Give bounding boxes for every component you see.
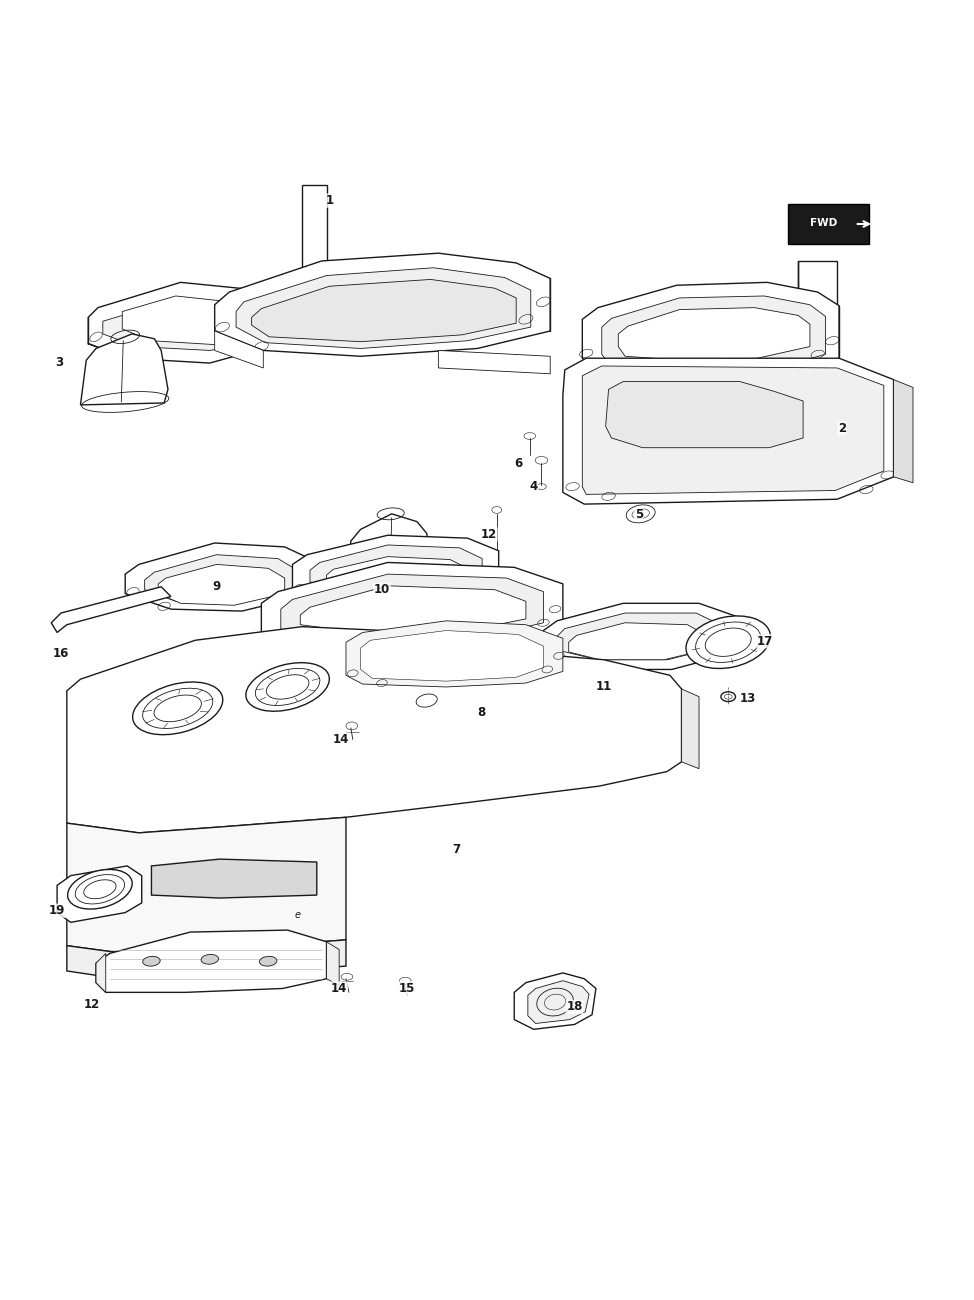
Polygon shape <box>214 332 263 368</box>
Polygon shape <box>236 268 531 348</box>
Polygon shape <box>158 564 284 606</box>
Polygon shape <box>151 859 317 898</box>
Polygon shape <box>528 980 589 1023</box>
Polygon shape <box>67 627 682 833</box>
Text: 3: 3 <box>55 356 63 369</box>
Polygon shape <box>326 941 339 985</box>
Ellipse shape <box>132 682 223 734</box>
Ellipse shape <box>245 663 329 711</box>
Polygon shape <box>438 351 550 374</box>
Polygon shape <box>582 367 883 494</box>
Polygon shape <box>346 621 563 686</box>
Polygon shape <box>261 563 563 650</box>
Text: e: e <box>294 910 300 919</box>
Text: 9: 9 <box>212 580 221 593</box>
Polygon shape <box>606 382 804 447</box>
Polygon shape <box>281 575 543 641</box>
Text: 5: 5 <box>635 508 643 521</box>
Text: 13: 13 <box>739 692 756 705</box>
Ellipse shape <box>67 870 132 909</box>
Polygon shape <box>96 930 326 992</box>
Text: 1: 1 <box>325 194 333 207</box>
Text: 14: 14 <box>331 982 348 994</box>
Polygon shape <box>557 614 721 659</box>
Polygon shape <box>52 586 170 633</box>
Ellipse shape <box>201 954 218 965</box>
Polygon shape <box>67 818 346 956</box>
Polygon shape <box>96 953 106 992</box>
Ellipse shape <box>259 957 277 966</box>
Polygon shape <box>326 556 468 594</box>
Text: 7: 7 <box>452 842 460 855</box>
Polygon shape <box>893 380 913 482</box>
Polygon shape <box>302 185 326 348</box>
Text: FWD: FWD <box>810 218 838 227</box>
Polygon shape <box>57 866 142 922</box>
Polygon shape <box>89 282 297 363</box>
Polygon shape <box>514 972 596 1030</box>
Text: 6: 6 <box>514 456 522 469</box>
Text: 17: 17 <box>757 634 773 647</box>
Text: 8: 8 <box>477 706 485 719</box>
Text: 18: 18 <box>566 1001 582 1014</box>
Ellipse shape <box>686 616 770 668</box>
Polygon shape <box>103 298 280 351</box>
Polygon shape <box>67 940 346 982</box>
Polygon shape <box>563 359 893 504</box>
Polygon shape <box>214 254 550 356</box>
Polygon shape <box>123 296 268 345</box>
Polygon shape <box>251 280 516 342</box>
Polygon shape <box>543 603 738 670</box>
Polygon shape <box>360 630 543 681</box>
Polygon shape <box>569 623 705 659</box>
Text: 19: 19 <box>49 905 65 918</box>
Text: 15: 15 <box>399 982 416 994</box>
Ellipse shape <box>721 692 735 702</box>
Ellipse shape <box>143 957 160 966</box>
Polygon shape <box>682 689 699 768</box>
Text: 4: 4 <box>530 480 538 493</box>
Text: 12: 12 <box>481 528 497 541</box>
Text: 10: 10 <box>374 584 390 597</box>
Text: 12: 12 <box>84 997 100 1010</box>
Text: 16: 16 <box>53 647 69 660</box>
Polygon shape <box>799 261 837 428</box>
Polygon shape <box>602 296 826 373</box>
Text: 11: 11 <box>595 680 612 693</box>
FancyBboxPatch shape <box>788 204 869 244</box>
Polygon shape <box>81 334 168 404</box>
Polygon shape <box>618 308 810 360</box>
Polygon shape <box>292 536 499 599</box>
Polygon shape <box>346 514 436 599</box>
Polygon shape <box>300 586 526 633</box>
Polygon shape <box>310 545 482 592</box>
Text: 14: 14 <box>333 733 350 746</box>
Polygon shape <box>582 282 839 380</box>
Polygon shape <box>145 555 297 603</box>
Text: 2: 2 <box>838 421 846 434</box>
Polygon shape <box>126 543 314 611</box>
